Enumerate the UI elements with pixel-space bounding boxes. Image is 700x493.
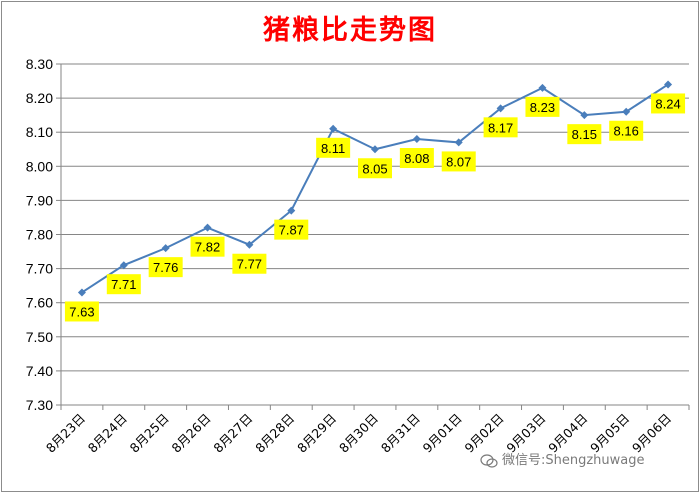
x-tick-label: 8月25日 [127,411,172,456]
y-tick-label: 7.40 [26,363,53,379]
x-tick-label: 8月23日 [43,411,88,456]
series [77,80,673,297]
data-point [119,261,128,270]
data-label-bg [399,148,434,169]
data-point [77,288,86,297]
x-tick-label: 8月27日 [210,411,255,456]
data-label: 7.71 [111,277,136,292]
data-point [496,104,505,113]
chart-title: 猪粮比走势图 [263,15,437,46]
data-label: 8.17 [488,120,513,135]
data-label-bg [190,236,225,257]
wechat-icon [480,453,498,468]
data-label-bg [148,257,183,278]
data-point [580,111,589,120]
x-tick-label: 8月29日 [294,411,339,456]
x-tick-label: 8月28日 [252,411,297,456]
y-tick-label: 7.90 [26,192,53,208]
data-label: 8.16 [614,124,639,139]
x-tick-label: 8月30日 [336,411,381,456]
data-label-bg [483,117,518,138]
data-label: 7.82 [195,240,220,255]
y-tick-label: 8.30 [26,56,53,72]
data-point [412,135,421,144]
y-axis-ticks: 7.30 7.40 7.50 7.60 7.70 7.80 7.90 8.00 8.10 8.20… [26,56,53,413]
data-label: 8.24 [655,96,680,111]
data-label: 8.05 [362,161,387,176]
data-point [622,107,631,116]
data-labels: 7.63 7.71 7.76 7.82 7.77 7.87 8.11 8.05 8.08 8.07… [64,93,686,322]
y-tick-label: 8.20 [26,90,53,106]
y-tick-label: 7.80 [26,227,53,243]
watermark: 微信号:Shengzhuwage [480,449,645,468]
data-label-bg [567,124,602,145]
data-label: 8.23 [530,100,555,115]
y-tick-label: 8.10 [26,124,53,140]
data-label: 8.07 [446,154,471,169]
data-point [287,206,296,215]
data-label: 8.08 [404,151,429,166]
y-tick-label: 7.30 [26,397,53,413]
data-label: 7.76 [153,260,178,275]
data-point [203,223,212,232]
watermark-text: 微信号:Shengzhuwage [502,453,645,468]
x-tick-label: 8月31日 [378,411,423,456]
data-label: 7.63 [69,304,94,319]
data-label-bg [358,158,392,179]
data-label-bg [609,120,644,141]
data-label-bg [232,253,267,274]
data-point [161,244,170,253]
data-label: 8.11 [321,141,345,156]
data-point [538,83,547,92]
data-label: 8.15 [572,127,597,142]
data-label-bg [316,137,351,158]
x-tick-label: 8月26日 [168,411,213,456]
y-tick-label: 7.70 [26,261,53,277]
y-tick-label: 8.00 [26,158,53,174]
axes [56,63,690,410]
data-point [371,145,379,154]
data-label-bg [525,96,560,117]
data-label-bg [651,93,686,114]
data-point [454,138,463,147]
data-label: 7.87 [279,223,304,238]
data-label-bg [64,301,99,322]
y-tick-label: 7.50 [26,329,53,345]
data-label-bg [274,219,309,240]
x-tick-label: 8月24日 [85,411,130,456]
data-label-bg [106,274,141,295]
gridlines [61,63,689,372]
x-tick-label: 9月01日 [420,411,465,456]
data-label: 7.77 [237,257,262,272]
data-point [664,80,673,89]
data-point [329,124,338,133]
data-point [245,240,254,249]
data-label-bg [441,151,476,172]
y-tick-label: 7.60 [26,295,53,311]
